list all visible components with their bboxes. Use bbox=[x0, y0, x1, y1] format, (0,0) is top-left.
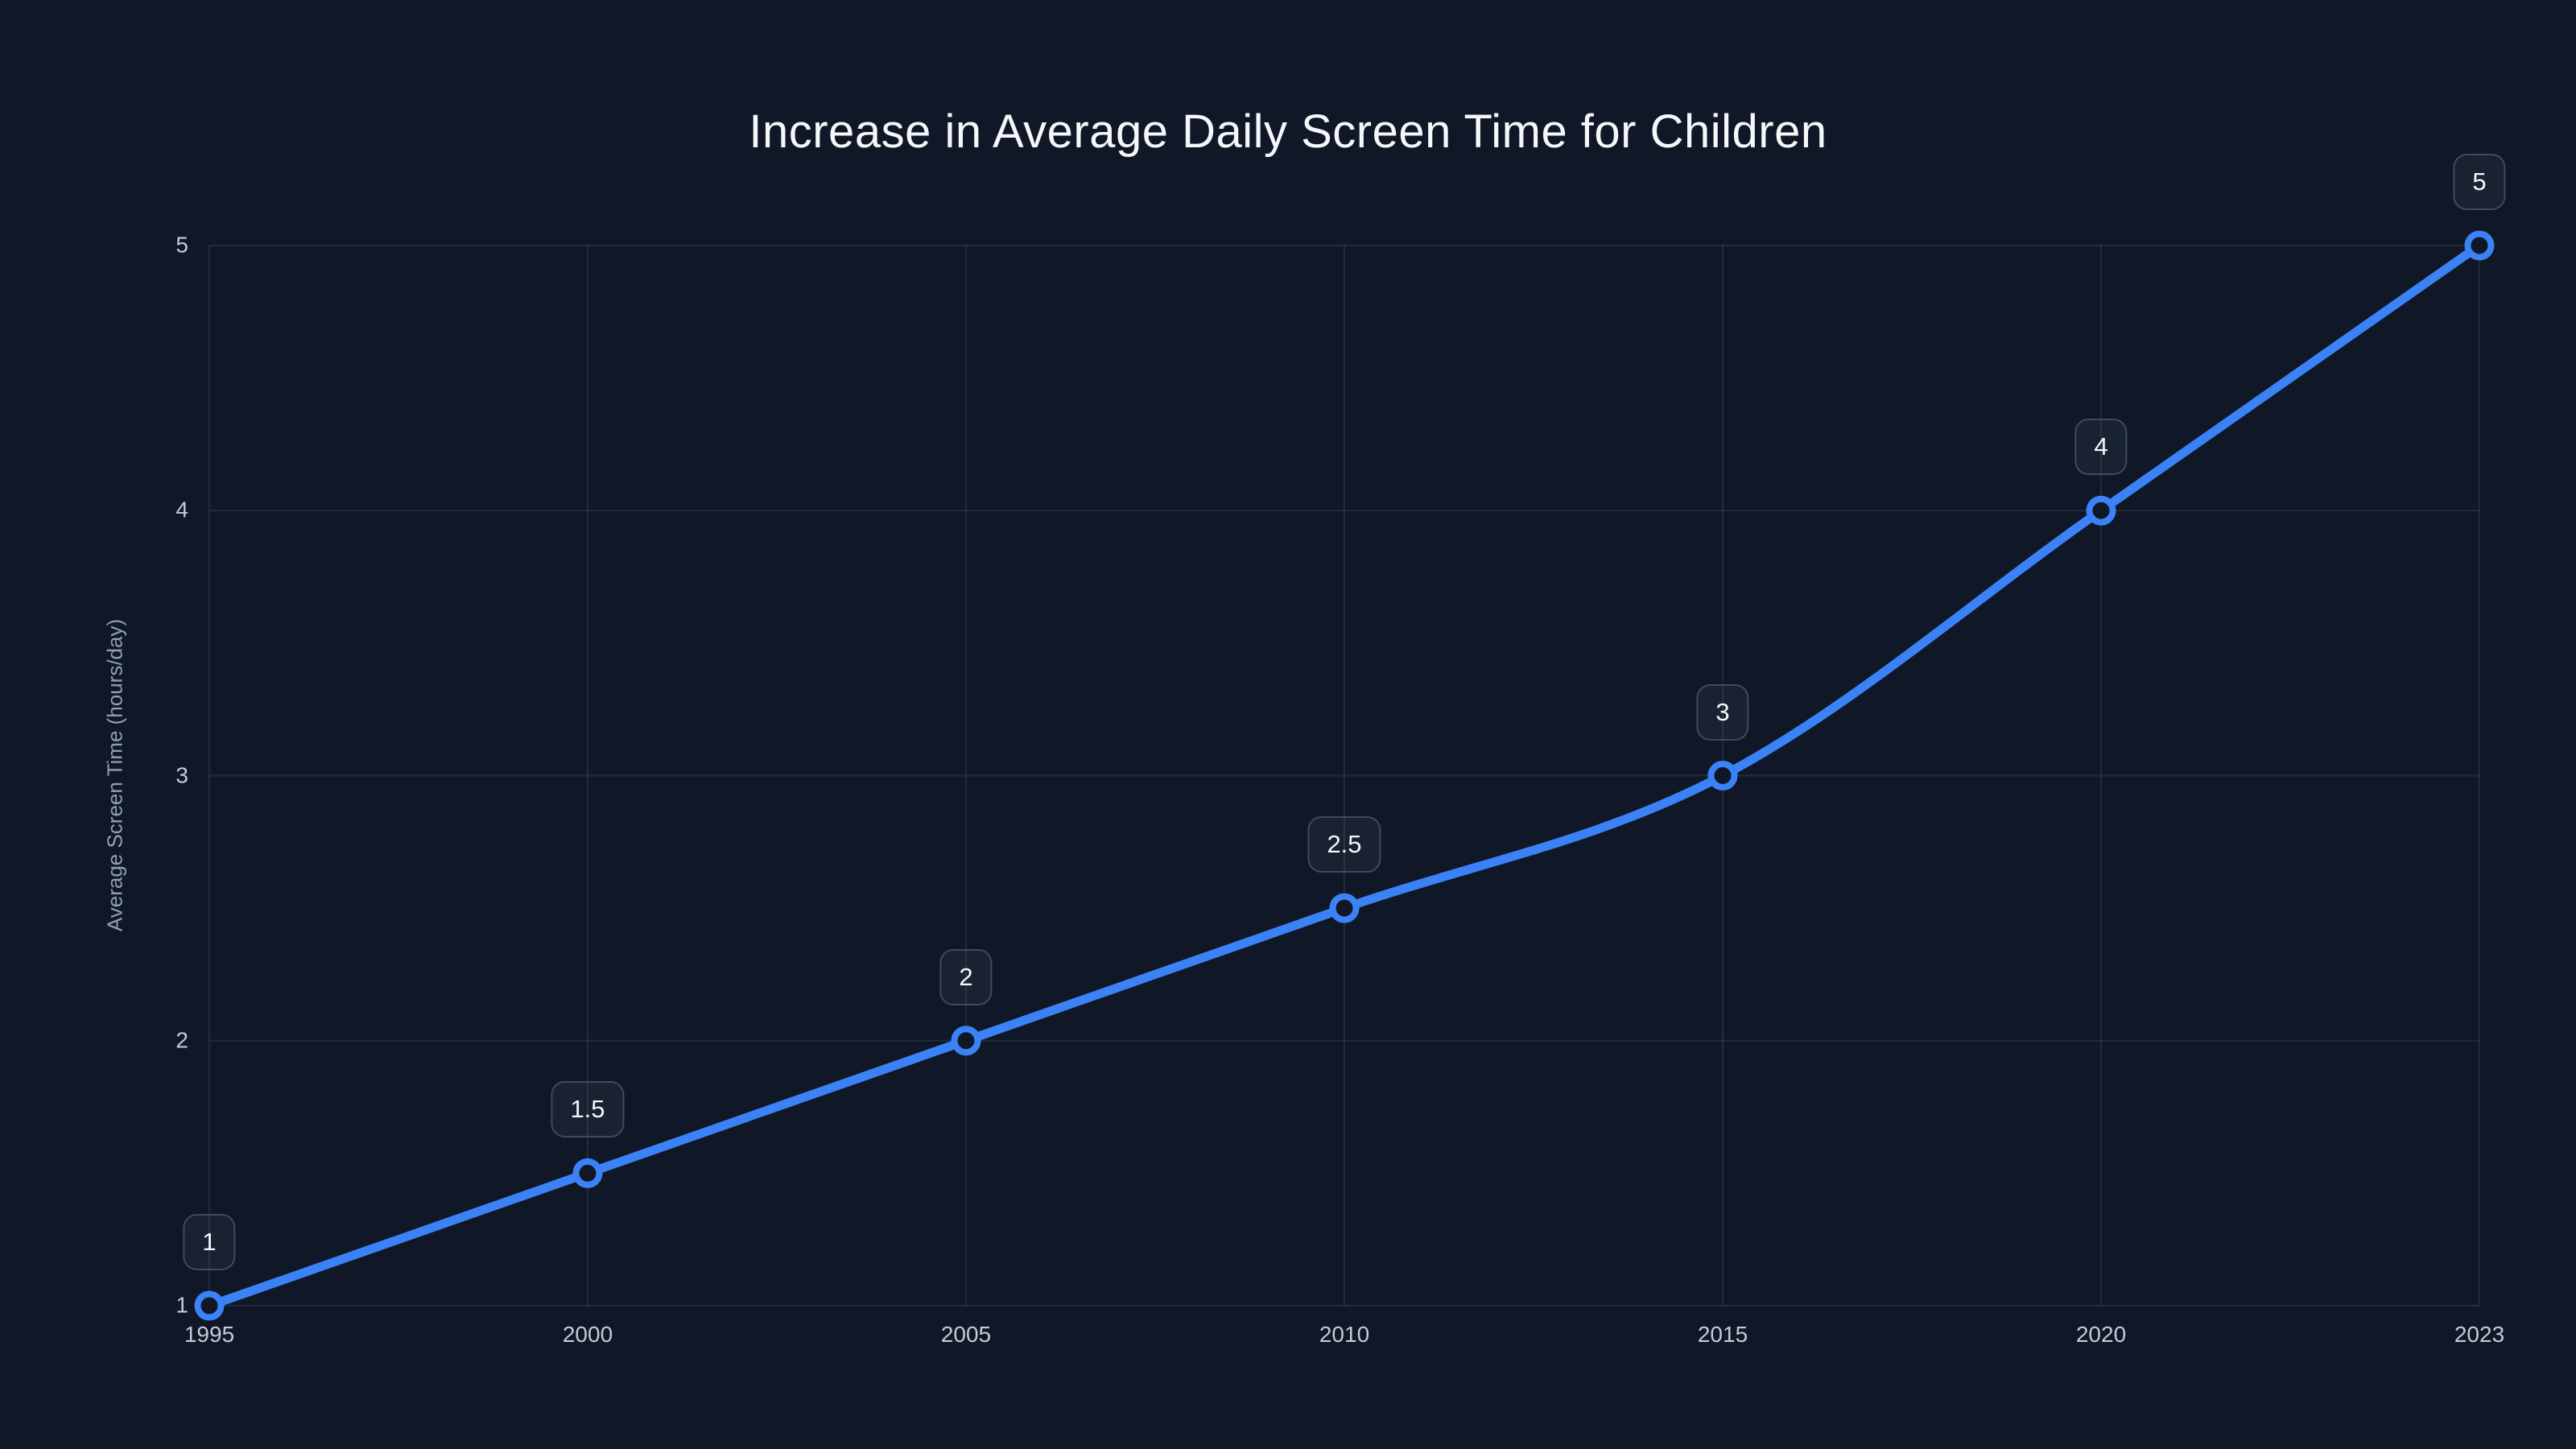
point-label-badge: 3 bbox=[1696, 683, 1749, 741]
x-tick-label: 2000 bbox=[562, 1322, 613, 1347]
point-label-badge: 2.5 bbox=[1307, 816, 1381, 873]
y-tick-label: 5 bbox=[175, 232, 188, 258]
point-label-badge: 2 bbox=[939, 948, 993, 1005]
y-tick-label: 4 bbox=[175, 497, 188, 522]
x-tick-label: 2015 bbox=[1697, 1322, 1748, 1347]
point-label-badge: 5 bbox=[2453, 154, 2506, 210]
point-label-badge: 1 bbox=[183, 1214, 236, 1270]
x-tick-label: 2005 bbox=[940, 1322, 992, 1347]
x-tick-label: 2020 bbox=[2075, 1322, 2127, 1347]
x-tick-label: 2010 bbox=[1319, 1322, 1370, 1347]
data-point-marker bbox=[194, 1290, 225, 1321]
y-tick-label: 1 bbox=[175, 1292, 188, 1318]
data-point-marker bbox=[951, 1026, 981, 1056]
data-point-marker bbox=[2464, 230, 2495, 261]
data-point-marker bbox=[2086, 495, 2116, 526]
data-point-marker bbox=[1707, 761, 1738, 791]
data-point-marker bbox=[572, 1158, 603, 1188]
x-tick-label: 1995 bbox=[184, 1322, 235, 1347]
x-tick-label: 2023 bbox=[2454, 1322, 2505, 1347]
data-point-marker bbox=[1329, 893, 1360, 923]
point-label-badge: 1.5 bbox=[551, 1081, 625, 1138]
y-tick-label: 3 bbox=[175, 762, 188, 787]
y-tick-label: 2 bbox=[175, 1027, 188, 1053]
point-label-badge: 4 bbox=[2074, 419, 2128, 476]
chart-title: Increase in Average Daily Screen Time fo… bbox=[749, 105, 1827, 158]
